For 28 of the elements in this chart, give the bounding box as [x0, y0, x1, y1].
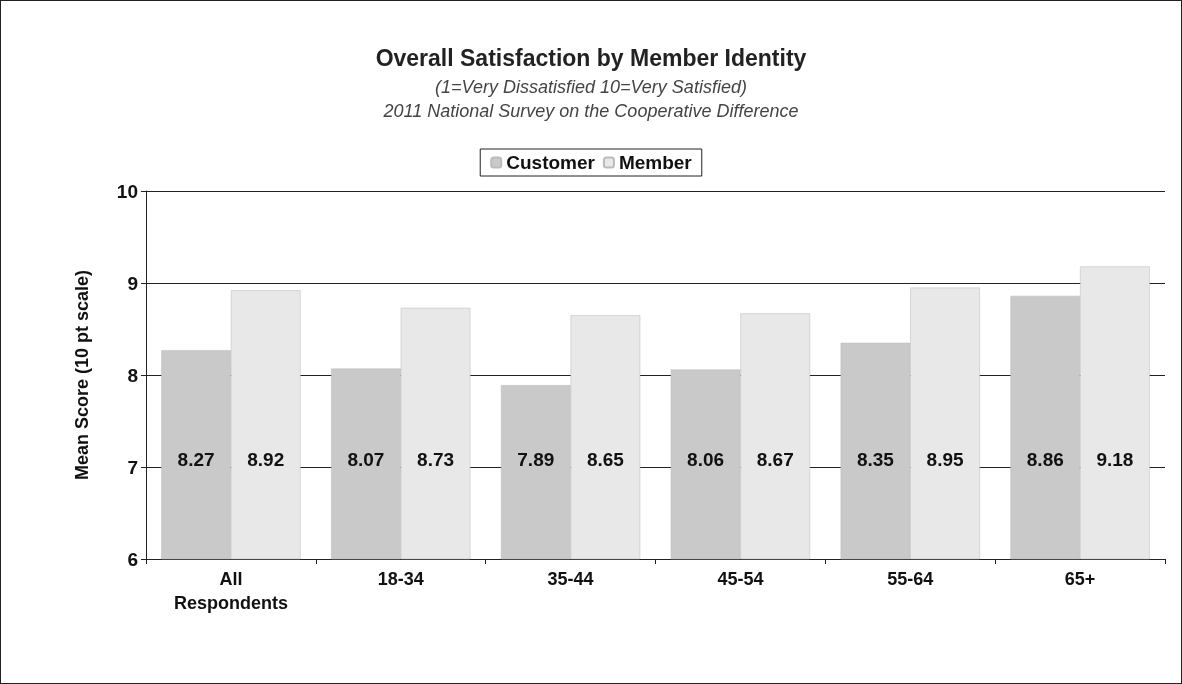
x-tick-label: 65+: [1064, 569, 1096, 589]
legend-label: Customer: [506, 152, 596, 173]
data-label: 8.95: [926, 449, 964, 471]
data-label: 8.06: [687, 449, 725, 471]
legend-label: Member: [618, 152, 693, 173]
x-tick-label: 45-54: [717, 569, 764, 589]
data-label: 8.07: [347, 449, 385, 471]
y-tick-label: 6: [127, 548, 138, 570]
x-tick-label: 55-64: [887, 569, 934, 589]
data-label: 8.27: [177, 449, 215, 471]
y-axis-title: Mean Score (10 pt scale): [72, 269, 92, 481]
data-label: 8.73: [417, 449, 455, 471]
x-tick-label: 18-34: [377, 569, 424, 589]
x-tick-label: 35-44: [547, 569, 594, 589]
y-tick-label: 8: [127, 364, 138, 386]
chart-subtitle: (1=Very Dissatisfied 10=Very Satisfied) 2011 National Survey on the Cooperative Difference: [382, 77, 799, 121]
data-label: 8.92: [247, 449, 285, 471]
data-label: 8.86: [1026, 449, 1064, 471]
y-tick-label: 7: [127, 456, 138, 478]
data-label: 8.67: [756, 449, 794, 471]
y-tick-label: 9: [127, 272, 138, 294]
data-label: 9.18: [1096, 449, 1134, 471]
x-tick-label: All Respondents: [173, 569, 288, 613]
chart-title: Overall Satisfaction by Member Identity: [375, 44, 807, 71]
data-label: 7.89: [517, 449, 555, 471]
y-tick-label: 10: [116, 180, 138, 202]
data-label: 8.35: [856, 449, 895, 471]
data-label: 8.65: [586, 449, 625, 471]
